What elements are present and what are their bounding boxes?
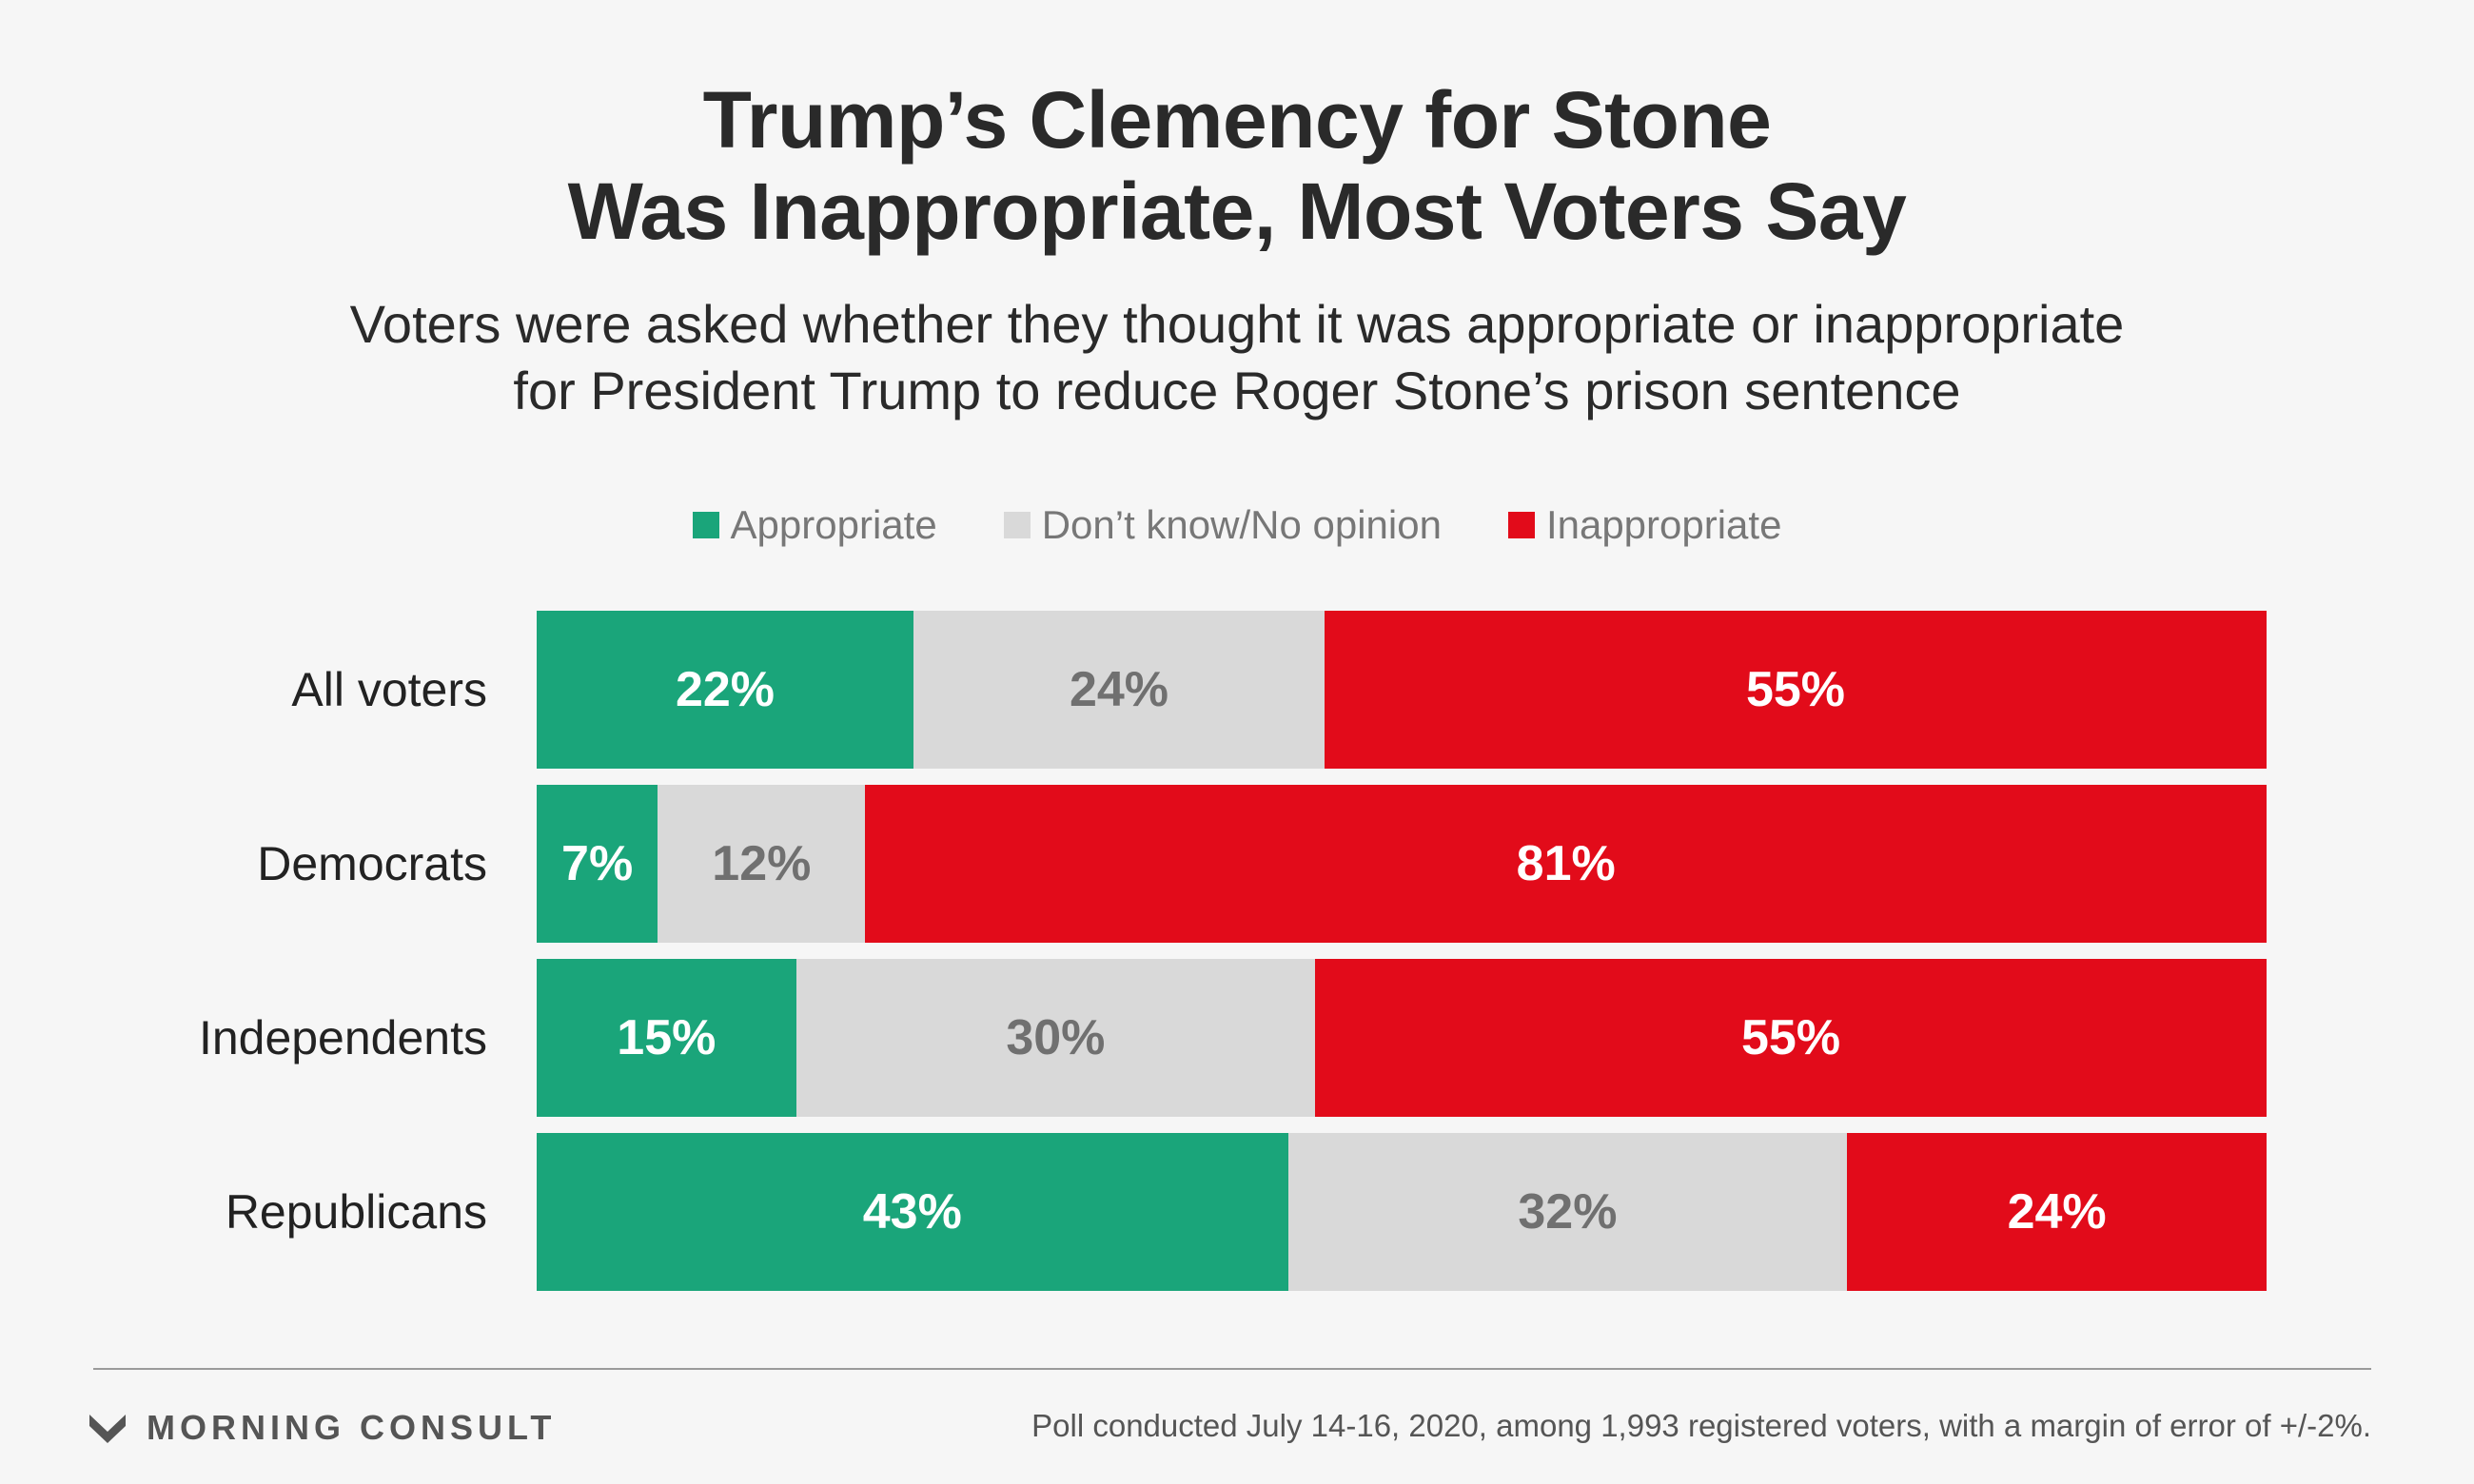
title-line-2: Was Inappropriate, Most Voters Say xyxy=(567,166,1907,256)
source-note: Poll conducted July 14-16, 2020, among 1… xyxy=(1031,1408,2371,1443)
legend-item-dont-know: Don’t know/No opinion xyxy=(1003,502,1442,548)
row-label-independents: Independents xyxy=(198,1011,487,1064)
bar-segment-inappropriate: 24% xyxy=(1847,1133,2267,1291)
data-label: 12% xyxy=(712,836,812,891)
legend-label-inappropriate: Inappropriate xyxy=(1545,502,1782,547)
bar-segment-dont-know: 24% xyxy=(913,611,1325,769)
legend-swatch-inappropriate xyxy=(1507,512,1535,538)
subtitle-line-2: for President Trump to reduce Roger Ston… xyxy=(513,361,1961,420)
row-label-republicans: Republicans xyxy=(225,1185,487,1239)
morning-consult-logo-icon xyxy=(89,1415,126,1443)
data-label: 24% xyxy=(1069,662,1169,717)
data-label: 7% xyxy=(561,836,634,891)
bar-segment-inappropriate: 55% xyxy=(1325,611,2267,769)
data-label: 55% xyxy=(1741,1010,1841,1065)
row-label-democrats: Democrats xyxy=(257,837,487,890)
data-label: 55% xyxy=(1745,662,1846,717)
data-label: 32% xyxy=(1518,1184,1618,1240)
legend-swatch-appropriate xyxy=(692,512,719,538)
bar-segment-dont-know: 12% xyxy=(658,785,866,943)
chart-title: Trump’s Clemency for Stone Was Inappropr… xyxy=(0,74,2474,257)
data-label: 43% xyxy=(862,1184,962,1240)
legend-label-dont-know: Don’t know/No opinion xyxy=(1041,502,1442,547)
data-label: 30% xyxy=(1006,1010,1106,1065)
bar-segment-inappropriate: 81% xyxy=(865,785,2267,943)
bar-segment-appropriate: 7% xyxy=(537,785,658,943)
data-label: 22% xyxy=(675,662,776,717)
bar-segment-appropriate: 15% xyxy=(537,959,796,1117)
row-label-all-voters: All voters xyxy=(291,663,487,716)
legend-swatch-dont-know xyxy=(1003,512,1031,538)
chart-subtitle: Voters were asked whether they thought i… xyxy=(0,291,2474,424)
bar-segment-dont-know: 30% xyxy=(795,959,1316,1117)
footer-divider xyxy=(93,1368,2371,1370)
bar-segment-appropriate: 22% xyxy=(537,611,913,769)
bar-segment-inappropriate: 55% xyxy=(1315,959,2267,1117)
data-label: 24% xyxy=(2007,1184,2107,1240)
bar-segment-dont-know: 32% xyxy=(1287,1133,1848,1291)
title-line-1: Trump’s Clemency for Stone xyxy=(702,75,1772,165)
legend-label-appropriate: Appropriate xyxy=(730,502,937,547)
bar-segment-appropriate: 43% xyxy=(537,1133,1288,1291)
data-label: 81% xyxy=(1516,836,1616,891)
subtitle-line-1: Voters were asked whether they thought i… xyxy=(349,294,2125,354)
logo-text: MORNING CONSULT xyxy=(147,1408,557,1447)
legend: Appropriate Don’t know/No opinion Inappr… xyxy=(0,502,2474,548)
data-label: 15% xyxy=(617,1010,717,1065)
legend-item-appropriate: Appropriate xyxy=(692,502,937,548)
legend-item-inappropriate: Inappropriate xyxy=(1507,502,1782,548)
morning-consult-logo: MORNING CONSULT xyxy=(88,1408,556,1448)
stacked-bar-chart: 22% 24% 55% 7% 12% 81% 15% 30% 55% 43% 32% 24% xyxy=(537,611,2267,1292)
